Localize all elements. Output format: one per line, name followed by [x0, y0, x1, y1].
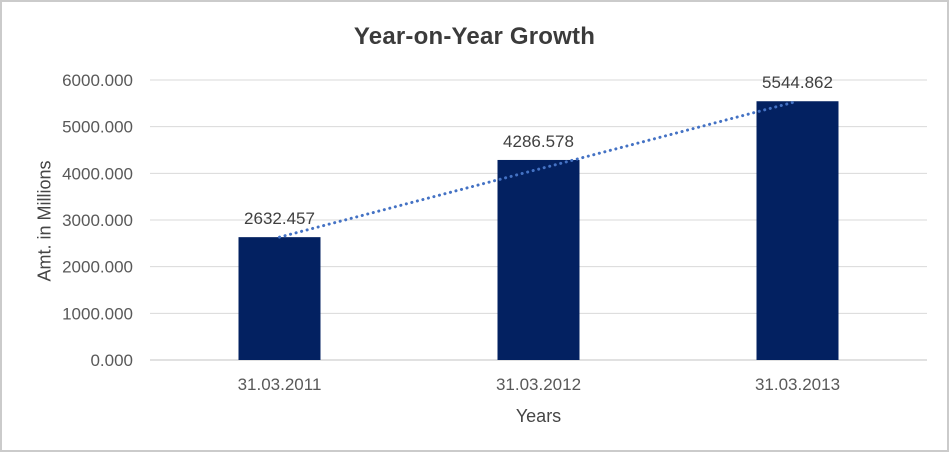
x-category-label: 31.03.2012: [496, 375, 581, 394]
trendline: [278, 99, 799, 239]
bar: [497, 159, 580, 360]
bar: [238, 237, 321, 360]
x-axis-title: Years: [515, 406, 562, 426]
data-label: 4286.578: [503, 132, 574, 151]
data-label: 2632.457: [244, 209, 315, 228]
y-tick-label: 1000.000: [62, 304, 133, 323]
x-category-label: 31.03.2011: [238, 375, 322, 394]
y-tick-label: 6000.000: [62, 71, 133, 90]
bar: [756, 101, 839, 360]
y-tick-label: 2000.000: [62, 258, 133, 277]
y-tick-label: 4000.000: [62, 164, 133, 183]
x-category-label: 31.03.2013: [755, 375, 840, 394]
data-label: 5544.862: [762, 73, 833, 92]
y-tick-label: 5000.000: [62, 118, 133, 137]
chart-title: Year-on-Year Growth: [353, 23, 596, 50]
y-tick-label: 3000.000: [62, 211, 133, 230]
y-tick-label: 0.000: [90, 351, 133, 370]
